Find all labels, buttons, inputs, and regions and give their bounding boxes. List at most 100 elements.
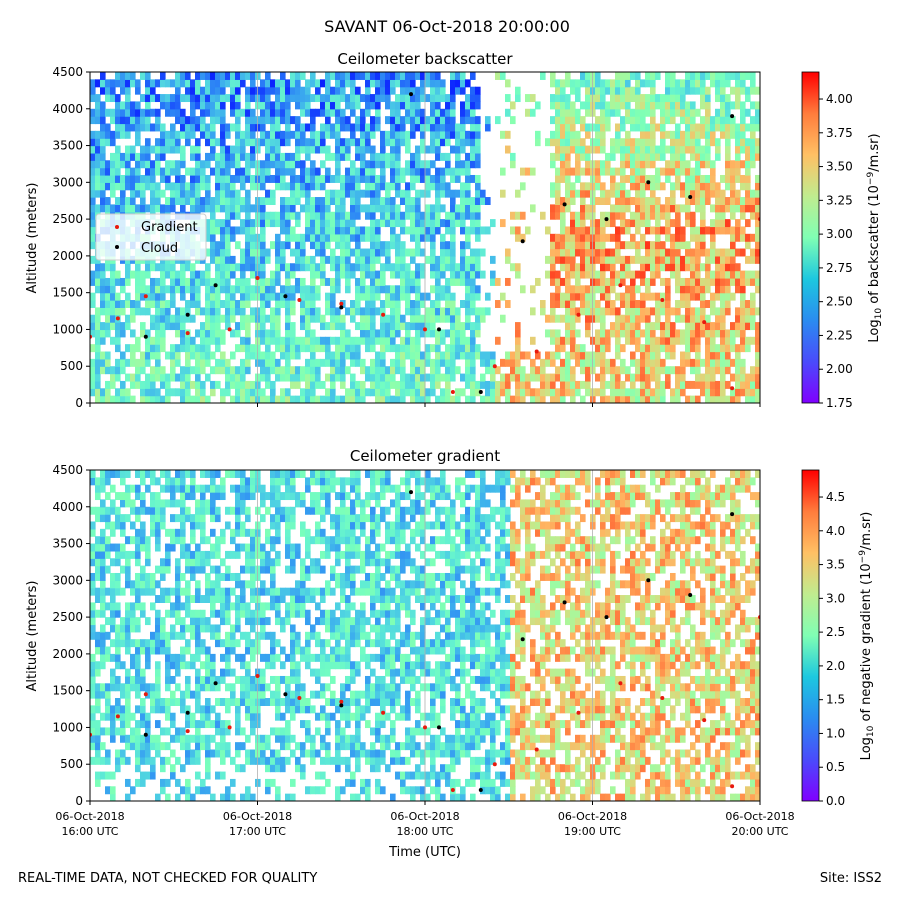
heatmap-cell: [120, 631, 126, 640]
heatmap-cell: [115, 322, 121, 331]
heatmap-cell: [705, 329, 711, 338]
heatmap-cell: [335, 167, 341, 176]
heatmap-cell: [655, 248, 661, 257]
heatmap-cell: [140, 108, 146, 117]
heatmap-cell: [600, 189, 606, 198]
heatmap-cell: [435, 152, 441, 161]
heatmap-cell: [580, 167, 586, 176]
heatmap-cell: [430, 226, 436, 235]
heatmap-cell: [585, 322, 591, 331]
heatmap-cell: [660, 167, 666, 176]
heatmap-cell: [380, 211, 386, 220]
heatmap-cell: [195, 160, 201, 169]
heatmap-cell: [145, 79, 151, 88]
heatmap-cell: [655, 388, 661, 397]
heatmap-cell: [580, 219, 586, 228]
heatmap-cell: [275, 211, 281, 220]
heatmap-cell: [140, 698, 146, 706]
heatmap-cell: [480, 226, 486, 235]
heatmap-cell: [705, 270, 711, 279]
heatmap-cell: [265, 138, 271, 147]
heatmap-cell: [165, 661, 171, 670]
heatmap-cell: [135, 764, 141, 773]
heatmap-cell: [165, 587, 171, 596]
heatmap-cell: [150, 646, 156, 655]
heatmap-cell: [130, 683, 136, 692]
heatmap-cell: [285, 123, 291, 132]
heatmap-cell: [140, 388, 146, 397]
heatmap-cell: [180, 307, 186, 316]
heatmap-cell: [620, 94, 626, 103]
heatmap-cell: [265, 211, 271, 220]
heatmap-cell: [720, 395, 726, 403]
heatmap-cell: [440, 255, 446, 264]
heatmap-cell: [600, 248, 606, 257]
heatmap-cell: [685, 255, 691, 264]
heatmap-cell: [675, 152, 681, 161]
heatmap-cell: [730, 344, 736, 353]
heatmap-cell: [430, 219, 436, 228]
heatmap-cell: [160, 322, 166, 331]
heatmap-cell: [595, 388, 601, 397]
heatmap-cell: [745, 86, 751, 95]
heatmap-cell: [295, 395, 301, 403]
heatmap-cell: [155, 285, 161, 294]
heatmap-cell: [125, 793, 131, 801]
heatmap-cell: [450, 248, 456, 257]
heatmap-cell: [695, 204, 701, 213]
heatmap-cell: [470, 174, 476, 183]
heatmap-cell: [680, 226, 686, 235]
heatmap-cell: [415, 314, 421, 323]
heatmap-cell: [370, 160, 376, 169]
heatmap-cell: [530, 94, 536, 103]
heatmap-cell: [615, 366, 621, 375]
heatmap-cell: [445, 395, 451, 403]
heatmap-cell: [245, 248, 251, 257]
heatmap-cell: [445, 329, 451, 338]
heatmap-cell: [185, 639, 191, 648]
heatmap-cell: [130, 351, 136, 360]
heatmap-cell: [290, 263, 296, 272]
heatmap-cell: [415, 226, 421, 235]
heatmap-cell: [145, 771, 151, 780]
heatmap-cell: [90, 160, 96, 169]
heatmap-cell: [185, 300, 191, 308]
heatmap-cell: [470, 138, 476, 147]
heatmap-cell: [280, 116, 286, 125]
heatmap-cell: [400, 130, 406, 139]
heatmap-cell: [480, 270, 486, 279]
heatmap-cell: [95, 307, 101, 316]
heatmap-cell: [610, 79, 616, 88]
heatmap-cell: [260, 322, 266, 331]
heatmap-cell: [270, 329, 276, 338]
heatmap-cell: [210, 380, 216, 389]
heatmap-cell: [570, 366, 576, 375]
heatmap-cell: [730, 270, 736, 279]
heatmap-cell: [100, 204, 106, 213]
heatmap-cell: [430, 373, 436, 382]
heatmap-cell: [250, 219, 256, 228]
heatmap-cell: [550, 277, 556, 286]
heatmap-cell: [350, 219, 356, 228]
heatmap-cell: [650, 277, 656, 286]
heatmap-cell: [115, 558, 121, 567]
heatmap-cell: [95, 388, 101, 397]
heatmap-cell: [685, 79, 691, 88]
heatmap-cell: [610, 189, 616, 198]
heatmap-cell: [95, 329, 101, 338]
heatmap-cell: [645, 152, 651, 161]
heatmap-cell: [130, 79, 136, 88]
heatmap-cell: [315, 94, 321, 103]
heatmap-cell: [555, 388, 561, 397]
heatmap-cell: [475, 160, 481, 169]
heatmap-cell: [635, 108, 641, 117]
heatmap-cell: [95, 698, 101, 706]
colorbar-tick-label: 3.75: [826, 126, 853, 140]
heatmap-cell: [120, 358, 126, 367]
heatmap-cell: [325, 344, 331, 353]
heatmap-cell: [370, 101, 376, 110]
heatmap-cell: [370, 241, 376, 250]
heatmap-cell: [185, 380, 191, 389]
heatmap-cell: [110, 793, 116, 801]
heatmap-cell: [735, 152, 741, 161]
